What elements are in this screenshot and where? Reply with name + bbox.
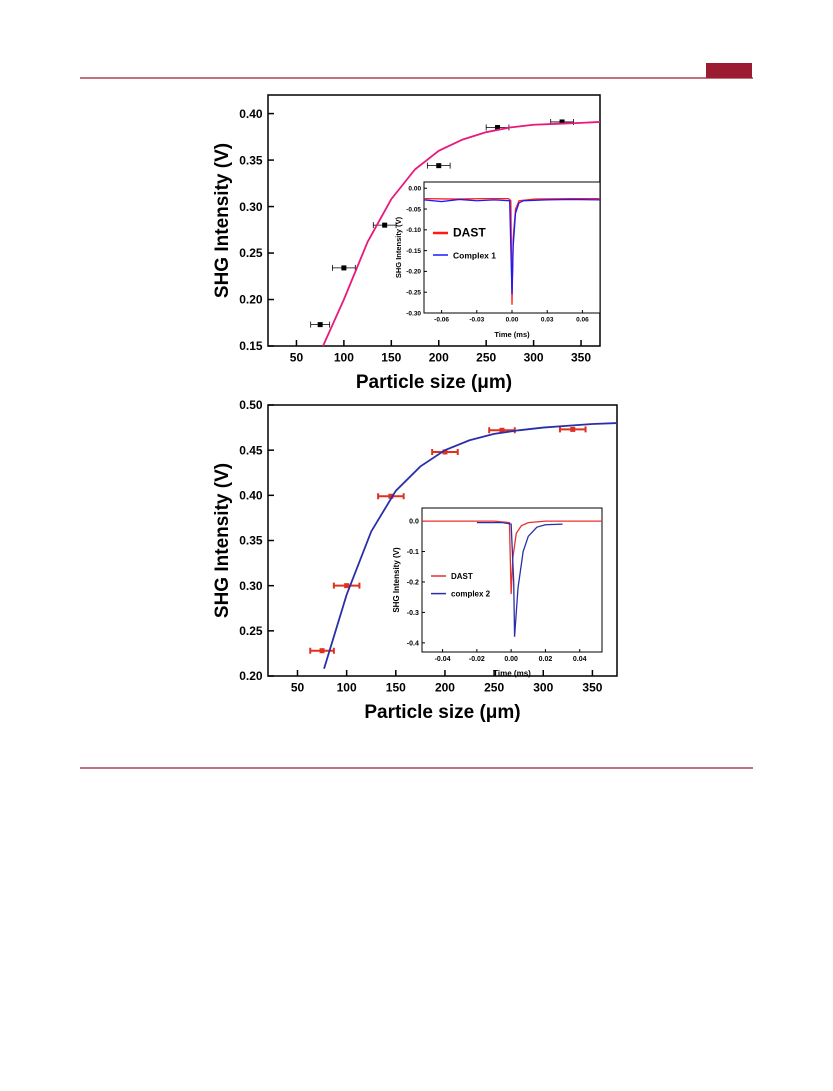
x-tick-label: 200 xyxy=(429,351,449,365)
legend-label: complex 2 xyxy=(451,589,491,598)
legend-label: DAST xyxy=(453,226,486,240)
data-line xyxy=(323,422,618,670)
x-axis-title: Particle size (μm) xyxy=(364,702,520,723)
data-point xyxy=(382,222,388,228)
y-axis-title: SHG Intensity (V) xyxy=(212,143,233,298)
x-tick-label: 0.00 xyxy=(506,316,519,323)
y-tick-label: 0.00 xyxy=(408,186,421,193)
y-tick-label: -0.30 xyxy=(406,310,421,317)
x-tick-label: 150 xyxy=(386,681,406,695)
y-tick-label: -0.2 xyxy=(407,579,419,586)
y-tick-label: 0.50 xyxy=(239,398,263,412)
y-tick-label: -0.10 xyxy=(406,227,421,234)
y-tick-label: -0.15 xyxy=(406,248,421,255)
y-tick-label: 0.30 xyxy=(239,579,263,593)
x-tick-label: 300 xyxy=(524,351,544,365)
x-tick-label: -0.06 xyxy=(434,316,449,323)
y-tick-label: -0.20 xyxy=(406,269,421,276)
y-tick-label: -0.3 xyxy=(407,610,419,617)
y-axis-title: SHG Intensity (V) xyxy=(212,463,233,618)
x-tick-label: -0.02 xyxy=(469,656,485,663)
x-tick-label: 250 xyxy=(476,351,496,365)
y-tick-label: 0.40 xyxy=(239,107,263,121)
y-tick-label: 0.20 xyxy=(239,669,263,683)
x-tick-label: 0.02 xyxy=(539,656,553,663)
y-axis-title: SHG Intensity (V) xyxy=(394,216,403,278)
y-axis-title: SHG Intensity (V) xyxy=(392,547,401,613)
x-axis-title: Particle size (μm) xyxy=(356,372,512,393)
data-point xyxy=(317,322,323,328)
legend-label: Complex 1 xyxy=(453,251,496,261)
y-tick-label: 0.45 xyxy=(239,443,263,457)
x-tick-label: 100 xyxy=(334,351,354,365)
data-point xyxy=(570,426,576,432)
y-tick-label: 0.40 xyxy=(239,489,263,503)
x-tick-label: 0.04 xyxy=(573,656,587,663)
x-tick-label: 200 xyxy=(435,681,455,695)
x-tick-label: 0.00 xyxy=(504,656,518,663)
legend-label: DAST xyxy=(451,572,473,581)
data-point xyxy=(344,583,350,589)
y-tick-label: 0.25 xyxy=(239,624,263,638)
data-point xyxy=(319,648,325,654)
data-point xyxy=(388,493,394,499)
y-tick-label: -0.4 xyxy=(407,640,419,647)
data-point xyxy=(559,119,565,125)
x-tick-label: 300 xyxy=(533,681,553,695)
y-tick-label: 0.15 xyxy=(239,339,263,353)
x-tick-label: 50 xyxy=(290,351,304,365)
data-point xyxy=(442,449,448,455)
y-tick-label: 0.20 xyxy=(239,293,263,307)
y-tick-label: 0.0 xyxy=(409,519,419,526)
data-line xyxy=(322,121,601,347)
x-tick-label: 0.03 xyxy=(541,316,554,323)
x-axis-title: Time (ms) xyxy=(494,330,530,339)
x-tick-label: 100 xyxy=(337,681,357,695)
y-tick-label: 0.35 xyxy=(239,153,263,167)
y-tick-label: 0.30 xyxy=(239,200,263,214)
x-tick-label: 250 xyxy=(484,681,504,695)
data-point xyxy=(341,265,347,271)
x-tick-label: 50 xyxy=(291,681,305,695)
data-point xyxy=(436,163,442,169)
x-tick-label: -0.03 xyxy=(469,316,484,323)
data-line xyxy=(423,198,601,295)
y-tick-label: -0.25 xyxy=(406,289,421,296)
x-tick-label: 0.06 xyxy=(576,316,589,323)
x-axis-title: Time (ms) xyxy=(493,669,531,678)
y-tick-label: 0.35 xyxy=(239,534,263,548)
y-tick-label: 0.25 xyxy=(239,246,263,260)
data-point xyxy=(495,125,501,131)
data-line xyxy=(476,521,563,637)
x-tick-label: 150 xyxy=(381,351,401,365)
y-tick-label: -0.1 xyxy=(407,549,419,556)
x-tick-label: 350 xyxy=(571,351,591,365)
data-point xyxy=(499,427,505,433)
x-tick-label: 350 xyxy=(582,681,602,695)
header-tab xyxy=(706,63,752,78)
x-tick-label: -0.04 xyxy=(435,656,451,663)
y-tick-label: -0.05 xyxy=(406,206,421,213)
